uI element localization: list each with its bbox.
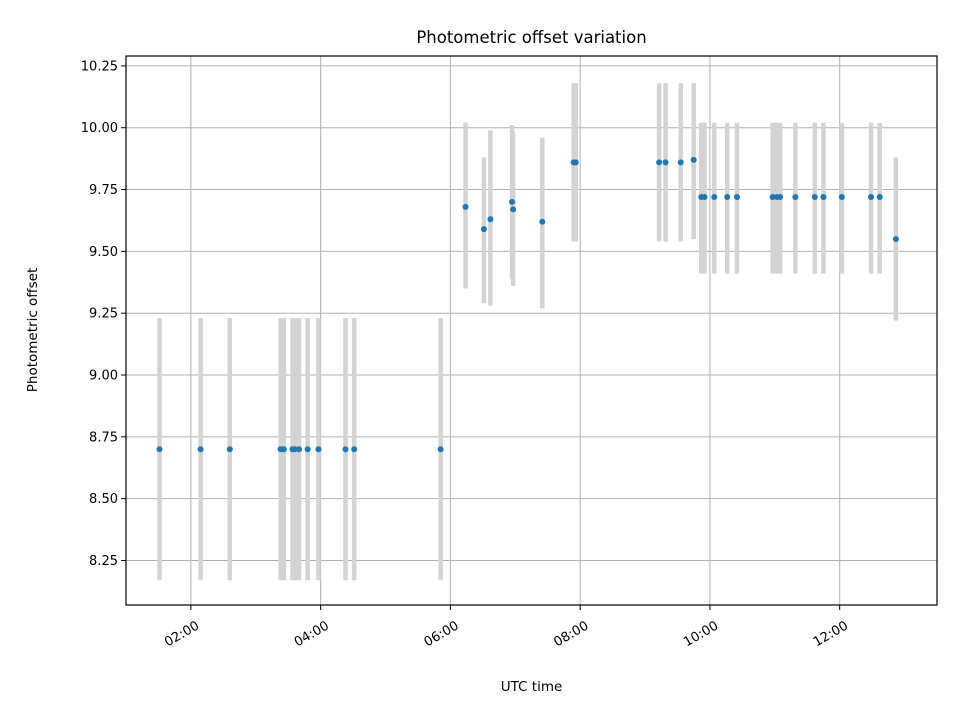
data-point <box>724 193 731 200</box>
data-point <box>868 193 875 200</box>
data-point <box>690 156 697 163</box>
data-point <box>291 446 298 453</box>
data-point <box>777 193 784 200</box>
data-point <box>677 159 684 166</box>
chart-title: Photometric offset variation <box>416 28 646 47</box>
data-point <box>315 446 322 453</box>
data-point <box>509 198 516 205</box>
y-tick-label: 8.75 <box>89 430 118 445</box>
data-point <box>510 206 517 213</box>
data-point <box>733 193 740 200</box>
data-point <box>539 218 546 225</box>
data-point <box>792 193 799 200</box>
data-point <box>156 446 163 453</box>
data-points <box>156 156 899 453</box>
data-point <box>892 236 899 242</box>
data-point <box>572 159 579 166</box>
data-point <box>197 446 204 453</box>
data-point <box>811 193 818 200</box>
x-axis-label: UTC time <box>501 679 563 695</box>
data-point <box>226 446 233 453</box>
data-point <box>437 446 444 453</box>
data-point <box>701 193 708 200</box>
y-tick-label: 9.50 <box>89 245 118 260</box>
data-point <box>342 446 349 453</box>
data-point <box>838 193 845 200</box>
y-tick-label: 10.25 <box>81 59 118 74</box>
y-tick-label: 9.25 <box>89 307 118 322</box>
data-point <box>711 193 718 200</box>
data-point <box>769 193 776 200</box>
y-tick-label: 10.00 <box>81 121 118 136</box>
data-point <box>662 159 669 166</box>
data-point <box>656 159 663 166</box>
data-point <box>462 203 469 210</box>
data-point <box>820 193 827 200</box>
plot-frame <box>125 55 938 606</box>
data-point <box>487 216 494 223</box>
data-point <box>876 193 883 200</box>
y-tick-label: 8.25 <box>89 554 118 569</box>
y-tick-label: 9.00 <box>89 369 118 384</box>
data-point <box>480 226 487 233</box>
y-tick-label: 9.75 <box>89 183 118 198</box>
data-point <box>280 446 287 453</box>
data-point <box>304 446 311 453</box>
y-tick-label: 8.50 <box>89 492 118 507</box>
y-axis-label: Photometric offset <box>25 268 41 392</box>
data-point <box>351 446 358 453</box>
data-point <box>296 446 303 453</box>
